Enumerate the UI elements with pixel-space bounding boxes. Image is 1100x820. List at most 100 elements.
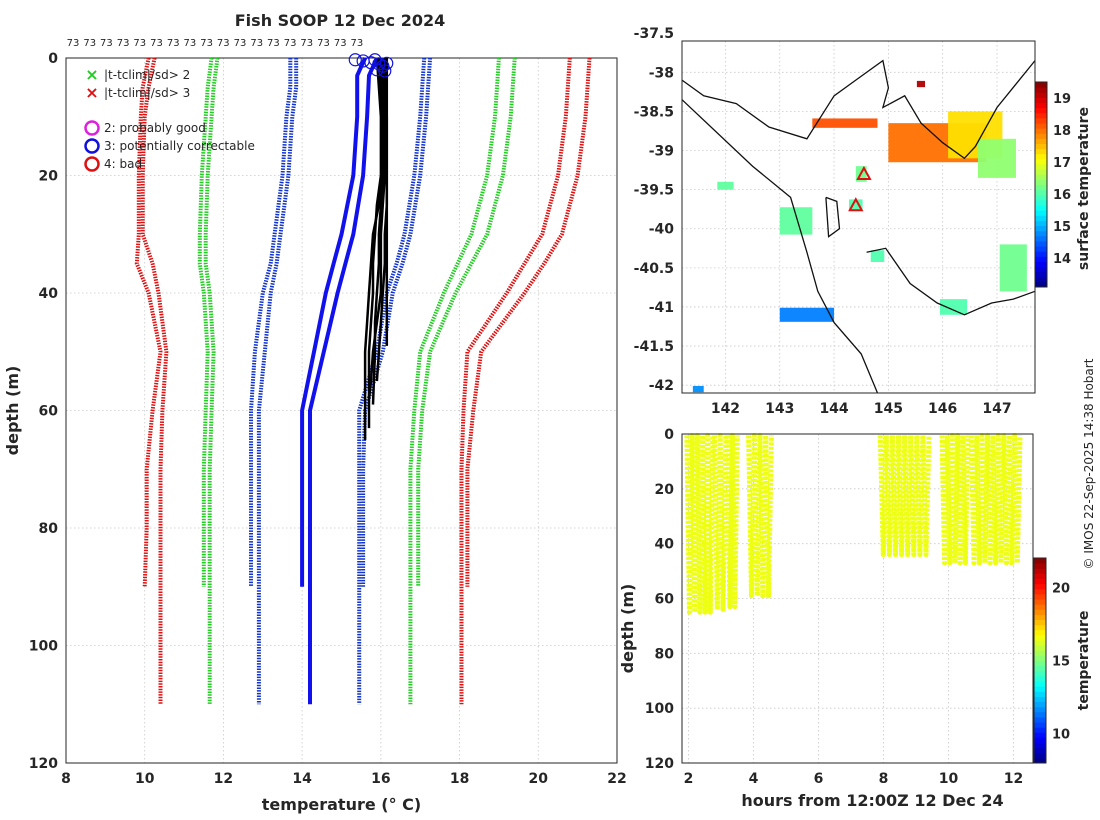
credit-text: © IMOS 22-Sep-2025 14:38 Hobart [1082, 358, 1096, 569]
top-label: 73 [67, 38, 80, 49]
colorbar-cell [1034, 573, 1046, 579]
sst-patch [999, 244, 1027, 292]
colorbar-cell [1035, 164, 1047, 170]
colorbar-cell [1034, 701, 1046, 708]
series-line-obs-3 [367, 57, 383, 429]
x-axis-label: temperature (° C) [262, 795, 421, 814]
y-tick-label: 60 [655, 592, 675, 608]
y-tick-label: 0 [664, 427, 674, 443]
legend-marker: × [85, 83, 98, 102]
top-label: 73 [150, 38, 163, 49]
colorbar-cell [1034, 568, 1046, 574]
legend-marker [84, 120, 100, 136]
top-label: 73 [334, 38, 347, 49]
flag-marker [368, 53, 382, 67]
y-tick-label: 40 [39, 286, 59, 302]
colorbar-cell [1035, 174, 1047, 180]
x-tick-label: 10 [939, 771, 959, 787]
y-tick-label: -39 [649, 144, 674, 160]
colorbar-cell [1035, 102, 1047, 109]
coastline [866, 247, 1036, 316]
series-line-green-left-2 [203, 57, 220, 705]
colorbar-cell [1034, 711, 1046, 718]
colorbar-cell [1035, 271, 1047, 278]
map-frame [681, 40, 1036, 394]
colorbar-cell [1034, 706, 1046, 713]
legend-marker [84, 156, 100, 172]
figure-title: Fish SOOP 12 Dec 2024 [235, 11, 445, 30]
colorbar-cell [1034, 583, 1046, 590]
y-tick-label: -39.5 [634, 183, 674, 199]
y-axis-label: depth (m) [3, 366, 22, 456]
y-tick-label: -38 [649, 65, 674, 81]
colorbar-cell [1034, 686, 1046, 692]
colorbar-cell [1035, 123, 1047, 129]
colorbar-cell [1034, 619, 1046, 626]
coastline [825, 196, 841, 238]
x-axis-label: hours from 12:00Z 12 Dec 24 [741, 791, 1003, 810]
colorbar-cell [1035, 153, 1047, 160]
series-line-green-right-1 [408, 57, 501, 705]
sst-patch [916, 80, 926, 88]
x-tick-label: 4 [749, 771, 759, 787]
y-tick-label: 20 [655, 482, 675, 498]
sst-patch [848, 199, 863, 212]
y-tick-label: 80 [39, 521, 59, 537]
colorbar-cell [1034, 604, 1046, 610]
series-line-blue-left-1 [249, 58, 293, 587]
x-tick-label: 6 [814, 771, 824, 787]
top-label: 73 [100, 38, 113, 49]
colorbar-cell [1035, 169, 1047, 175]
top-label: 73 [167, 38, 180, 49]
colorbar-cell [1035, 235, 1047, 242]
colorbar-tick: 15 [1053, 220, 1071, 235]
top-label: 73 [117, 38, 130, 49]
colorbar-frame [1033, 557, 1047, 764]
y-tick-label: -41.5 [634, 339, 674, 355]
top-label: 73 [300, 38, 313, 49]
x-tick-label: 12 [1004, 771, 1023, 787]
top-label: 73 [284, 38, 297, 49]
colorbar-cell [1034, 752, 1046, 759]
series-line-red-left-2 [140, 57, 169, 705]
y-tick-label: 100 [645, 701, 674, 717]
colorbar-cell [1035, 261, 1047, 267]
y-tick-label: -42 [649, 378, 674, 394]
legend-label: 2: probably good [104, 121, 206, 135]
colorbar-cell [1034, 665, 1046, 672]
x-tick-label: 146 [928, 401, 957, 417]
y-axis-label: depth (m) [618, 584, 637, 674]
series-line-obs-5 [371, 57, 387, 405]
y-tick-label: 60 [39, 404, 59, 420]
legend-marker [84, 138, 100, 154]
colorbar-cell [1034, 670, 1046, 677]
series-line-green-left-1 [197, 57, 214, 587]
colorbar-tick: 20 [1052, 581, 1070, 596]
series-line-blue-right-2 [361, 57, 433, 587]
colorbar-cell [1034, 681, 1046, 687]
x-tick-label: 147 [982, 401, 1011, 417]
series-line-obs-2 [363, 57, 385, 440]
colorbar-tick: 17 [1053, 156, 1071, 171]
x-tick-label: 145 [874, 401, 903, 417]
x-tick-label: 18 [450, 771, 469, 787]
colorbar-cell [1035, 82, 1047, 88]
flag-marker [348, 53, 362, 67]
colorbar-cell [1034, 578, 1046, 585]
y-tick-label: 40 [655, 537, 675, 553]
cast-path [712, 432, 729, 612]
colorbar-cell [1035, 199, 1047, 206]
series-line-red-right-2 [465, 57, 592, 587]
series-line-red-left-1 [134, 57, 163, 587]
legend-label: 3: potentially correctable [104, 139, 255, 153]
y-tick-label: -38.5 [634, 104, 674, 120]
y-tick-label: 120 [29, 756, 58, 772]
colorbar-cell [1034, 675, 1046, 682]
colorbar-cell [1035, 281, 1047, 288]
x-tick-label: 2 [684, 771, 694, 787]
colorbar-cell [1035, 128, 1047, 134]
y-tick-label: 0 [48, 51, 58, 67]
colorbar-cell [1034, 614, 1046, 620]
